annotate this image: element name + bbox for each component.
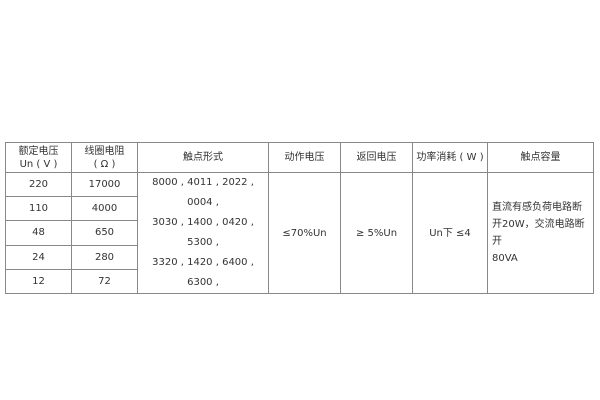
header-line: ( Ω ) <box>93 158 116 170</box>
header-row: 额定电压 Un ( V ) 线圈电阻( Ω ) 触点形式 动作电压 返回电压 功率… <box>5 142 594 173</box>
table-row: 12 72 <box>5 268 594 295</box>
cell-voltage: 24 <box>5 244 72 270</box>
capacity-line: 80VA <box>492 253 518 264</box>
cell-resistance: 280 <box>71 244 138 270</box>
header-contact-form: 触点形式 <box>137 142 269 173</box>
cell-contact-capacity: 直流有感负荷电路断 开20W，交流电路断开 80VA <box>487 172 594 294</box>
capacity-line: 开20W，交流电路断开 <box>492 219 585 247</box>
contact-line: 3320 , 1420 , 6400 , 6300 , <box>152 257 254 288</box>
cell-operate-voltage: ≤70%Un <box>268 172 341 294</box>
table-row: 220 17000 8000 , 4011 , 2022 , 0004 , 30… <box>5 171 594 294</box>
specs-table: 额定电压 Un ( V ) 线圈电阻( Ω ) 触点形式 动作电压 返回电压 功率… <box>5 142 594 295</box>
capacity-line: 直流有感负荷电路断 <box>492 202 582 213</box>
header-line: Un ( V ) <box>19 158 58 170</box>
header-power: 功率消耗 ( W ) <box>412 142 488 173</box>
header-operate-voltage: 动作电压 <box>268 142 341 173</box>
cell-voltage: 12 <box>5 268 72 295</box>
contact-line: 3030 , 1400 , 0420 , 5300 , <box>152 217 254 248</box>
contact-line: 8000 , 4011 , 2022 , 0004 , <box>152 177 254 208</box>
cell-power: Un下 ≤4 <box>412 172 488 294</box>
cell-resistance: 17000 <box>71 171 138 198</box>
cell-voltage: 220 <box>5 171 72 198</box>
table-row: 24 280 <box>5 244 594 270</box>
header-contact-capacity: 触点容量 <box>487 142 594 173</box>
header-rated-voltage: 额定电压 Un ( V ) <box>5 142 72 173</box>
cell-contact-forms: 8000 , 4011 , 2022 , 0004 , 3030 , 1400 … <box>137 172 269 294</box>
cell-voltage: 48 <box>5 220 72 246</box>
cell-resistance: 72 <box>71 268 138 295</box>
header-line: 额定电压 <box>18 145 59 157</box>
cell-release-voltage: ≥ 5%Un <box>340 172 413 294</box>
cell-resistance: 4000 <box>71 196 138 222</box>
header-line: 线圈电阻 <box>84 145 125 157</box>
header-release-voltage: 返回电压 <box>340 142 413 173</box>
cell-voltage: 110 <box>5 196 72 222</box>
cell-resistance: 650 <box>71 220 138 246</box>
header-coil-resistance: 线圈电阻( Ω ) <box>71 142 138 173</box>
